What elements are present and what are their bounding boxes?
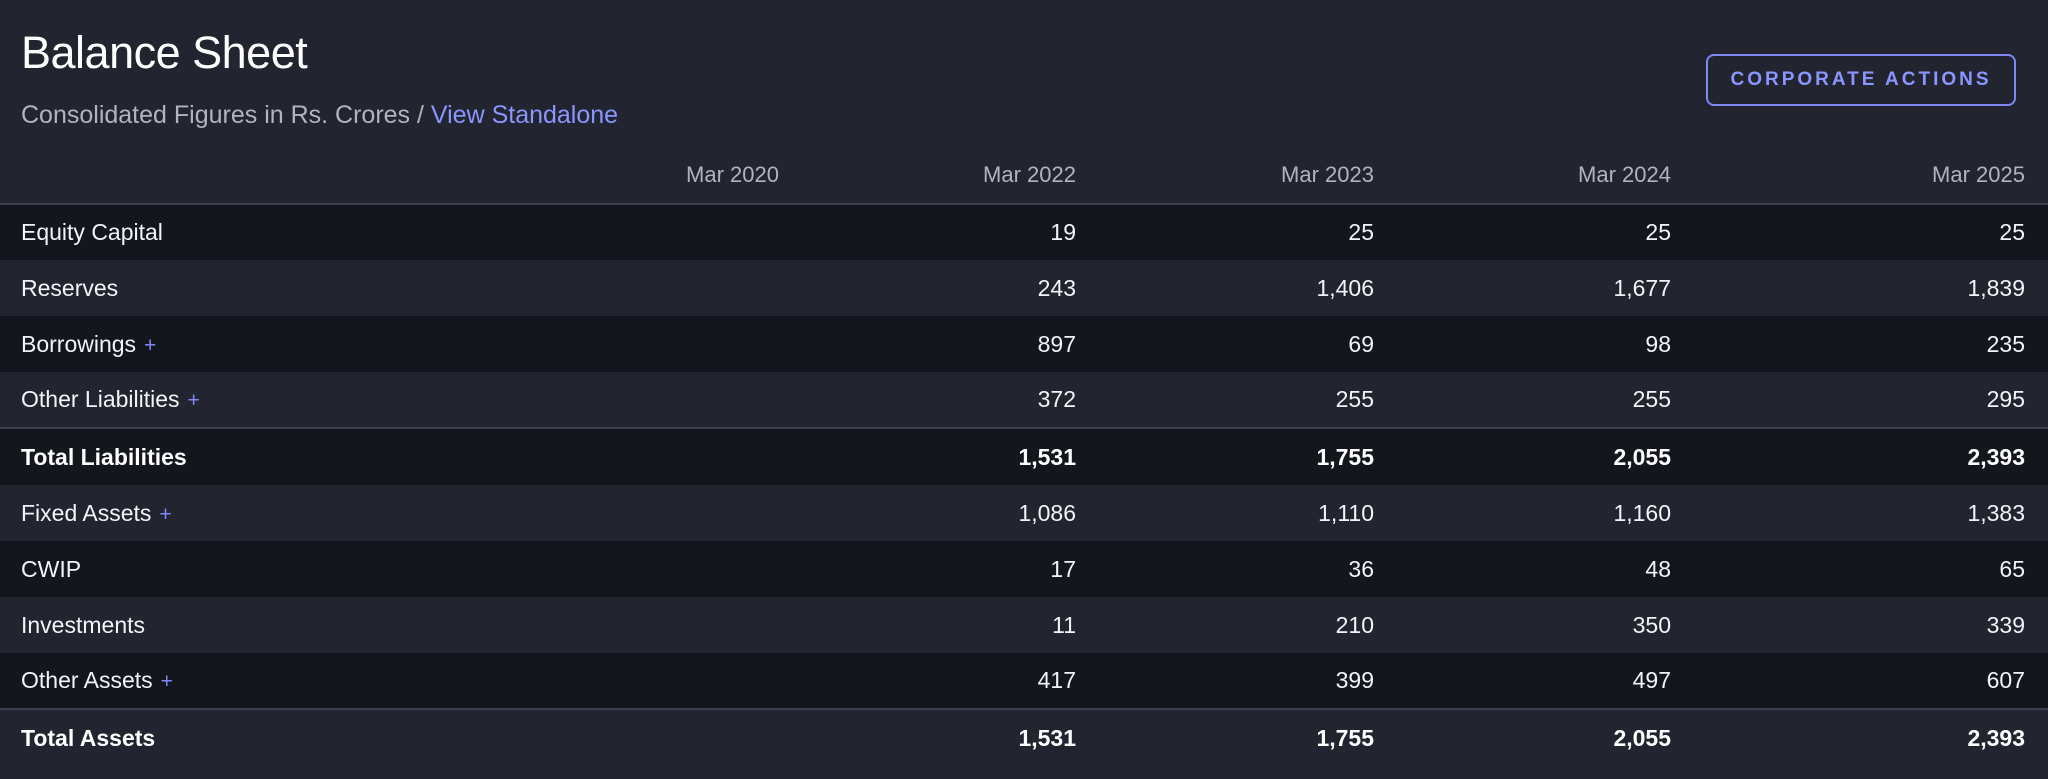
table-row[interactable]: Other Liabilities +372 255 255 295 — [0, 372, 2048, 428]
value-cell: 1,755 — [1100, 708, 1398, 766]
row-label-cell: Equity Capital — [0, 204, 420, 260]
table-row[interactable]: Fixed Assets +1,086 1,110 1,160 1,383 — [0, 485, 2048, 541]
column-header: Mar 2025 — [1695, 147, 2048, 205]
value-cell: 497 — [1398, 653, 1695, 709]
value-cell — [420, 204, 803, 260]
value-cell — [420, 541, 803, 597]
value-cell: 69 — [1100, 316, 1398, 372]
row-label-cell: Total Assets — [0, 708, 420, 766]
table-row[interactable]: Other Assets +417 399 497 607 — [0, 653, 2048, 709]
row-label-cell: Reserves — [0, 260, 420, 316]
table-header-row: Mar 2020 Mar 2022 Mar 2023 Mar 2024 Mar … — [0, 147, 2048, 205]
value-cell: 243 — [803, 260, 1100, 316]
value-cell: 1,677 — [1398, 260, 1695, 316]
value-cell: 399 — [1100, 653, 1398, 709]
page-title: Balance Sheet — [21, 27, 308, 78]
value-cell: 1,406 — [1100, 260, 1398, 316]
value-cell — [420, 653, 803, 709]
value-cell: 417 — [803, 653, 1100, 709]
corporate-actions-button[interactable]: CORPORATE ACTIONS — [1706, 54, 2016, 106]
value-cell: 1,383 — [1695, 485, 2048, 541]
value-cell: 11 — [803, 597, 1100, 653]
balance-sheet-table: Mar 2020 Mar 2022 Mar 2023 Mar 2024 Mar … — [0, 147, 2048, 766]
value-cell — [420, 485, 803, 541]
table-row: Reserves 243 1,406 1,677 1,839 — [0, 260, 2048, 316]
row-label-cell[interactable]: Other Assets + — [0, 653, 420, 709]
value-cell: 65 — [1695, 541, 2048, 597]
row-label-cell: Investments — [0, 597, 420, 653]
value-cell — [420, 427, 803, 485]
value-cell: 25 — [1695, 204, 2048, 260]
expand-plus-icon[interactable]: + — [159, 502, 172, 526]
value-cell — [420, 597, 803, 653]
total-row: Total Assets 1,531 1,755 2,055 2,393 — [0, 708, 2048, 766]
value-cell: 1,110 — [1100, 485, 1398, 541]
value-cell: 255 — [1398, 372, 1695, 428]
value-cell: 19 — [803, 204, 1100, 260]
table-row[interactable]: Borrowings +897 69 98 235 — [0, 316, 2048, 372]
value-cell: 2,393 — [1695, 427, 2048, 485]
value-cell: 255 — [1100, 372, 1398, 428]
column-header: Mar 2023 — [1100, 147, 1398, 205]
column-header: Mar 2020 — [420, 147, 803, 205]
value-cell: 1,755 — [1100, 427, 1398, 485]
view-standalone-link[interactable]: View Standalone — [430, 101, 619, 129]
table-body: Equity Capital 19 25 25 25 Reserves 243 1,406 1,… — [0, 204, 2048, 766]
row-label: CWIP — [21, 555, 82, 582]
value-cell — [420, 708, 803, 766]
value-cell: 339 — [1695, 597, 2048, 653]
row-label: Other Liabilities — [21, 386, 180, 412]
row-label: Reserves — [21, 274, 119, 301]
row-label: Other Assets — [21, 667, 153, 693]
value-cell: 25 — [1100, 204, 1398, 260]
value-cell: 48 — [1398, 541, 1695, 597]
value-cell — [420, 316, 803, 372]
row-label: Total Liabilities — [21, 443, 187, 470]
row-label-cell[interactable]: Borrowings + — [0, 316, 420, 372]
value-cell: 25 — [1398, 204, 1695, 260]
header-label-cell — [0, 147, 420, 205]
value-cell: 350 — [1398, 597, 1695, 653]
table-row: CWIP 17 36 48 65 — [0, 541, 2048, 597]
page-subtitle: Consolidated Figures in Rs. Crores / Vie… — [21, 99, 618, 131]
value-cell: 17 — [803, 541, 1100, 597]
table-row: Investments 11 210 350 339 — [0, 597, 2048, 653]
value-cell: 36 — [1100, 541, 1398, 597]
column-header: Mar 2022 — [803, 147, 1100, 205]
value-cell: 295 — [1695, 372, 2048, 428]
expand-plus-icon[interactable]: + — [160, 670, 173, 693]
expand-plus-icon[interactable]: + — [144, 333, 157, 357]
value-cell: 1,531 — [803, 427, 1100, 485]
value-cell: 235 — [1695, 316, 2048, 372]
value-cell: 210 — [1100, 597, 1398, 653]
row-label-cell[interactable]: Fixed Assets + — [0, 485, 420, 541]
table-row: Equity Capital 19 25 25 25 — [0, 204, 2048, 260]
row-label: Total Assets — [21, 724, 156, 751]
column-header: Mar 2024 — [1398, 147, 1695, 205]
value-cell: 2,393 — [1695, 708, 2048, 766]
row-label-cell: Total Liabilities — [0, 427, 420, 485]
value-cell: 1,086 — [803, 485, 1100, 541]
value-cell: 1,839 — [1695, 260, 2048, 316]
value-cell — [420, 372, 803, 428]
value-cell: 607 — [1695, 653, 2048, 709]
value-cell: 1,160 — [1398, 485, 1695, 541]
row-label: Investments — [21, 611, 145, 638]
total-row: Total Liabilities 1,531 1,755 2,055 2,393 — [0, 427, 2048, 485]
expand-plus-icon[interactable]: + — [187, 389, 200, 412]
value-cell — [420, 260, 803, 316]
row-label: Borrowings — [21, 330, 137, 357]
value-cell: 897 — [803, 316, 1100, 372]
row-label-cell[interactable]: Other Liabilities + — [0, 372, 420, 428]
row-label: Equity Capital — [21, 219, 163, 245]
row-label-cell: CWIP — [0, 541, 420, 597]
value-cell: 2,055 — [1398, 427, 1695, 485]
row-label: Fixed Assets — [21, 499, 152, 526]
value-cell: 98 — [1398, 316, 1695, 372]
value-cell: 2,055 — [1398, 708, 1695, 766]
value-cell: 1,531 — [803, 708, 1100, 766]
value-cell: 372 — [803, 372, 1100, 428]
subtitle-text: Consolidated Figures in Rs. Crores / — [21, 101, 431, 129]
